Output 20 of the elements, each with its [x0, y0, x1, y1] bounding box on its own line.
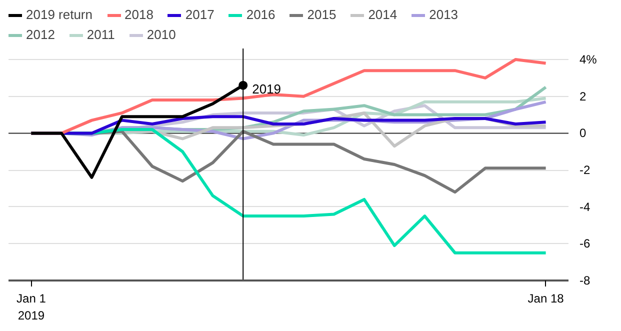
legend-label: 2012: [26, 27, 55, 42]
annotation: 2019: [252, 81, 282, 96]
legend-label: 2011: [86, 27, 115, 42]
legend-label: 2019 return: [26, 7, 92, 22]
y-tick-label: 4%: [580, 52, 598, 67]
legend-label: 2013: [429, 7, 458, 22]
legend-label: 2014: [368, 7, 398, 22]
y-tick-label: -6: [580, 236, 590, 251]
legend-label: 2016: [246, 7, 276, 22]
legend-label: 2017: [185, 7, 214, 22]
x-tick-label: Jan 18: [528, 292, 564, 306]
legend-label: 2015: [307, 7, 336, 22]
legend-label: 2010: [146, 27, 176, 42]
legend-label: 2018: [124, 7, 154, 22]
y-tick-label: -8: [580, 274, 590, 288]
x-tick-label: Jan 1 2019: [16, 292, 46, 322]
y-tick-label: 0: [580, 126, 586, 140]
y-tick-label: 2: [580, 89, 586, 104]
y-tick-label: -2: [580, 163, 590, 178]
y-tick-label: -4: [580, 200, 590, 214]
